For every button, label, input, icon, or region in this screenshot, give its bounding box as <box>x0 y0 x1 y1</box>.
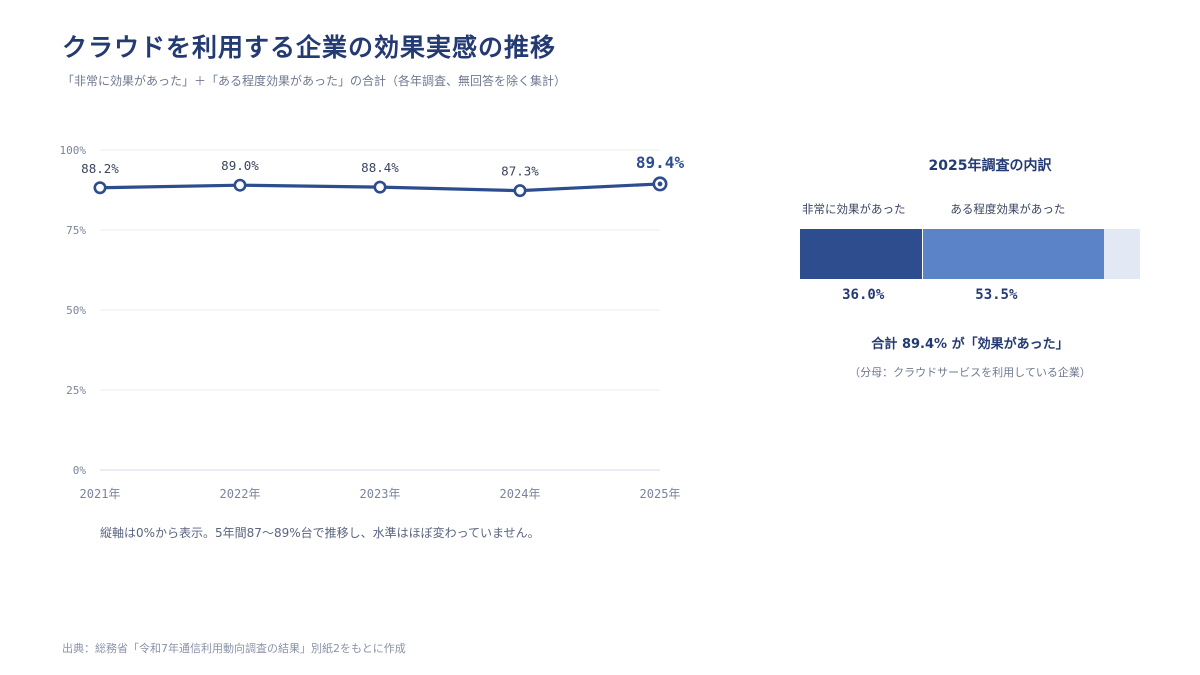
data-label: 89.0% <box>221 158 259 173</box>
y-tick-label: 75% <box>66 224 86 237</box>
source-note: 出典：総務省「令和7年通信利用動向調査の結果」別紙2をもとに作成 <box>62 642 406 655</box>
data-point <box>373 180 387 194</box>
breakdown-legend: 非常に効果があった ある程度効果があった <box>800 201 1140 221</box>
x-tick-label: 2023年 <box>360 487 401 501</box>
trend-line-chart: 0% 25% 50% 75% 100% 2021年 2022年 2023年 2024年 2025年… <box>60 144 685 501</box>
data-point-center <box>657 181 663 187</box>
y-tick-label: 25% <box>66 384 86 397</box>
chart-note: 縦軸は0%から表示。5年間87〜89%台で推移し、水準はほぼ変わっていません。 <box>100 526 540 540</box>
x-tick-label: 2025年 <box>640 487 681 501</box>
y-tick-label: 100% <box>60 144 87 157</box>
data-label: 87.3% <box>501 164 539 179</box>
data-point <box>93 181 107 195</box>
x-tick-label: 2022年 <box>220 487 261 501</box>
x-tick-label: 2024年 <box>500 487 541 501</box>
bar-segment-somewhat-effective <box>922 229 1105 279</box>
value-very-effective: 36.0% <box>842 287 885 303</box>
data-point <box>513 184 527 198</box>
bar-segment-remainder <box>1104 229 1140 279</box>
breakdown-denominator: （分母：クラウドサービスを利用している企業） <box>849 366 1091 379</box>
page-subtitle: 「非常に効果があった」＋「ある程度効果があった」の合計（各年調査、無回答を除く集… <box>62 74 567 88</box>
breakdown-panel: 2025年調査の内訳 非常に効果があった ある程度効果があった 36.0% 53… <box>800 155 1140 380</box>
x-tick-label: 2021年 <box>80 487 121 501</box>
breakdown-total: 合計 89.4% が「効果があった」 <box>871 337 1069 352</box>
value-somewhat-effective: 53.5% <box>975 287 1018 303</box>
bar-segment-very-effective <box>800 229 923 279</box>
breakdown-stacked-bar <box>800 229 1140 279</box>
breakdown-title: 2025年調査の内訳 <box>928 158 1052 174</box>
page-title: クラウドを利用する企業の効果実感の推移 <box>62 33 557 62</box>
y-tick-label: 50% <box>66 304 86 317</box>
data-label: 88.4% <box>361 160 399 175</box>
data-label: 89.4% <box>636 153 685 172</box>
data-point <box>233 178 247 192</box>
y-tick-label: 0% <box>73 464 87 477</box>
breakdown-label-somewhat-effective: ある程度効果があった <box>950 202 1066 216</box>
data-label: 88.2% <box>81 161 119 176</box>
breakdown-label-very-effective: 非常に効果があった <box>802 202 906 216</box>
breakdown-values: 36.0% 53.5% <box>800 287 1140 309</box>
